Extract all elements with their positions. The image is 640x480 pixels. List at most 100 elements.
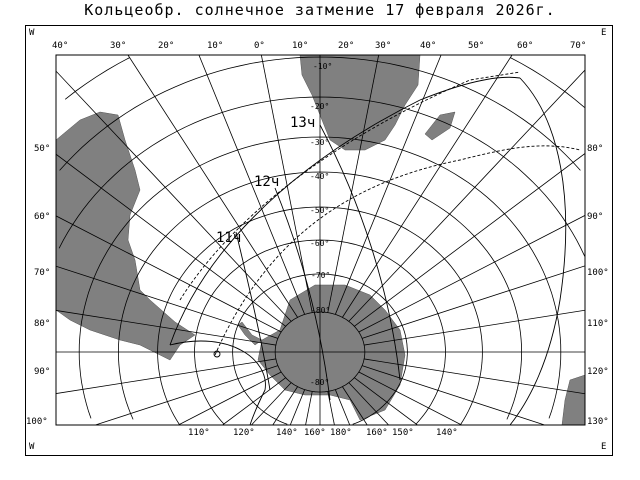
parallel-line <box>510 57 585 108</box>
bottom-longitude-label: 140° <box>276 428 298 438</box>
parallel-line <box>117 171 522 420</box>
right-latitude-label: 110° <box>587 319 609 329</box>
antarctic-peninsula-landmass <box>237 321 263 346</box>
bottom-longitude-label: 120° <box>233 428 255 438</box>
africa-landmass <box>299 55 421 151</box>
top-longitude-label: 20° <box>338 41 355 51</box>
meridian-line <box>348 69 585 322</box>
parallel-line <box>506 351 522 420</box>
west-limit-curve <box>169 340 266 425</box>
parallel-line <box>78 136 562 419</box>
south-limit-line <box>214 145 581 356</box>
meridian-line <box>56 215 282 333</box>
madagascar-landmass <box>424 111 456 141</box>
top-longitude-label: 50° <box>468 41 485 51</box>
meridian-line <box>327 55 380 313</box>
south-america-landmass <box>56 111 196 361</box>
meridian-line <box>178 371 282 425</box>
time-12-line <box>274 187 331 401</box>
time-label: 11ч <box>216 230 242 246</box>
meridian-line <box>272 386 298 425</box>
meridian-line <box>56 153 286 327</box>
right-latitude-label: 90° <box>587 212 604 222</box>
meridian-line <box>361 265 585 339</box>
meridian-line <box>56 310 276 346</box>
parallel-label: -50° <box>310 206 330 215</box>
parallel-line <box>232 273 408 425</box>
australia-landmass <box>561 374 585 425</box>
meridian-line <box>358 371 462 425</box>
parallel-label: -80° <box>310 378 330 387</box>
meridian-line <box>354 153 585 327</box>
meridian-line <box>354 377 418 425</box>
meridian-line <box>358 215 585 333</box>
top-longitude-label: 20° <box>158 41 175 51</box>
meridian-line <box>127 55 298 318</box>
meridian-line <box>56 358 276 394</box>
corner-w-bottom: W <box>29 442 35 452</box>
top-longitude-label: 40° <box>420 41 437 51</box>
east-limit-curve <box>509 77 567 425</box>
map-title: Кольцеобр. солнечное затмение 17 февраля… <box>84 1 556 19</box>
right-latitude-label: 100° <box>587 268 609 278</box>
bottom-longitude-label: 160° <box>304 428 326 438</box>
parallel-line <box>64 57 130 100</box>
left-latitude-label: 80° <box>34 319 51 329</box>
left-latitude-label: 100° <box>26 417 48 427</box>
meridian-line <box>342 55 513 318</box>
corner-e-top: E <box>601 28 607 38</box>
meridian-line <box>56 70 292 322</box>
parallel-line <box>460 351 483 425</box>
top-longitude-label: 40° <box>52 41 69 51</box>
meridian-line <box>334 389 351 425</box>
left-latitude-label: 60° <box>34 212 51 222</box>
top-longitude-label: 10° <box>292 41 309 51</box>
meridian-line <box>364 358 585 395</box>
greatest-eclipse-marker <box>213 350 221 358</box>
parallel-label: -10° <box>313 62 333 71</box>
meridian-line <box>348 382 389 425</box>
time-label: 12ч <box>254 174 280 190</box>
parallel-label: -80° <box>311 306 331 315</box>
meridian-line <box>251 382 292 425</box>
north-limit-line <box>179 71 521 301</box>
meridian-line <box>95 365 279 425</box>
top-longitude-label: 0° <box>254 41 265 51</box>
parallel-label: -40° <box>310 172 330 181</box>
top-longitude-label: 30° <box>110 41 127 51</box>
central-line <box>169 76 521 346</box>
left-latitude-label: 50° <box>34 144 51 154</box>
top-longitude-label: 30° <box>375 41 392 51</box>
meridian-line <box>305 391 313 425</box>
meridian-line <box>289 389 306 425</box>
meridian-line <box>361 365 545 425</box>
time-13-line <box>319 124 401 381</box>
time-label: 13ч <box>290 115 316 131</box>
corner-w-top: W <box>29 28 35 38</box>
meridian-line <box>260 55 313 313</box>
parallel-label: -20° <box>310 102 330 111</box>
parallel-label: -30° <box>310 138 330 147</box>
meridian-line <box>364 309 585 346</box>
parallel-line <box>157 206 483 425</box>
parallel-line <box>352 351 408 425</box>
right-latitude-label: 80° <box>587 144 604 154</box>
top-longitude-label: 60° <box>517 41 534 51</box>
bottom-longitude-label: 110° <box>188 428 210 438</box>
map-frame <box>25 25 613 456</box>
bottom-longitude-label: 140° <box>436 428 458 438</box>
meridian-line <box>327 391 335 425</box>
top-longitude-label: 10° <box>207 41 224 51</box>
parallel-label: -60° <box>310 239 330 248</box>
meridian-line <box>342 386 368 425</box>
corner-e-bottom: E <box>601 442 607 452</box>
top-longitude-label: 70° <box>570 41 587 51</box>
bottom-longitude-label: 150° <box>392 428 414 438</box>
bottom-longitude-label: 180° <box>330 428 352 438</box>
meridian-line <box>222 377 286 425</box>
bottom-longitude-label: 160° <box>366 428 388 438</box>
left-latitude-label: 70° <box>34 268 51 278</box>
parallel-line <box>548 351 562 419</box>
